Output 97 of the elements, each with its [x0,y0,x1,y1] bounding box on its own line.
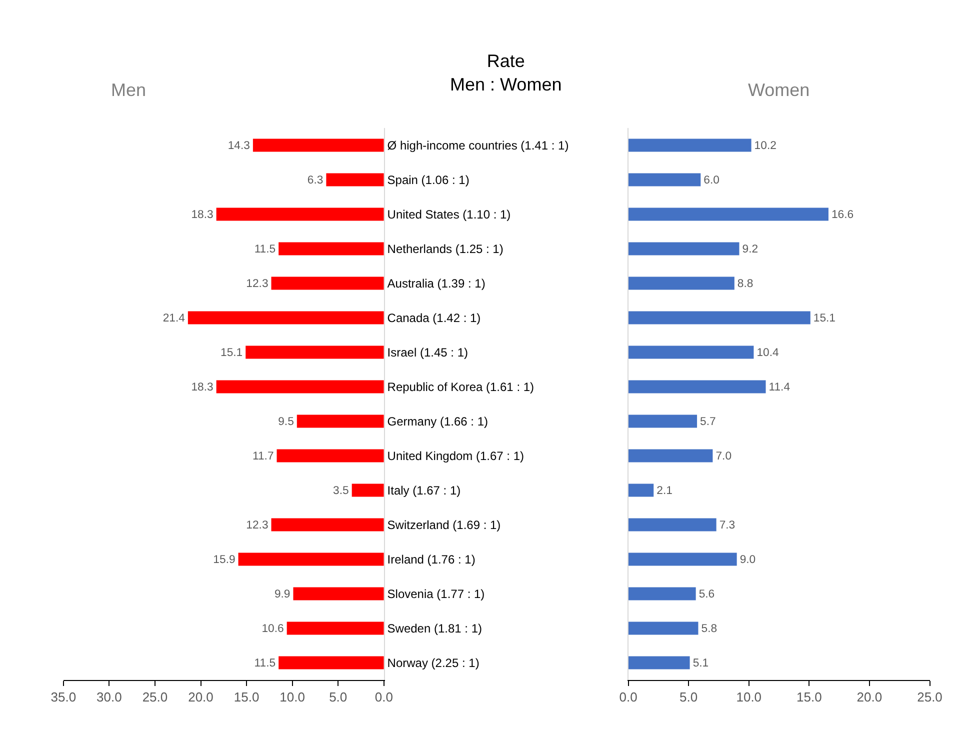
data-label: 9.0 [740,554,756,566]
data-label: 5.7 [700,416,716,428]
bar [271,518,384,532]
bar [628,242,740,256]
y-tick-label: United Kingdom (1.67 : 1) [387,448,524,463]
bar [628,276,734,290]
data-label: 15.1 [220,347,243,360]
bar [296,414,384,428]
data-label: 9.9 [274,588,290,601]
bar [216,208,384,221]
data-label: 16.6 [831,209,854,222]
data-label: 9.2 [742,244,758,256]
bar [246,346,384,359]
bar [628,656,690,670]
data-label: 5.6 [698,588,715,601]
data-label: 9.5 [278,416,294,428]
data-label: 11.4 [768,382,790,394]
data-label: 5.1 [692,658,709,670]
data-label: 11.5 [254,658,276,670]
y-tick-label: Israel (1.45 : 1) [387,345,468,360]
bar [326,173,384,186]
x-tick-label: 5.0 [329,690,348,705]
data-label: 8.8 [737,278,754,290]
bar [252,138,384,152]
y-tick-label: Germany (1.66 : 1) [387,414,488,428]
bar [238,552,384,566]
data-label: 18.3 [191,209,214,222]
data-label: 5.8 [701,623,718,636]
data-label: 15.1 [813,312,836,325]
y-tick-label: Norway (2.25 : 1) [387,656,480,670]
bar [628,173,701,186]
bar [628,622,698,635]
x-tick-label: 0.0 [374,690,393,705]
bar [286,622,384,635]
bar [628,484,654,497]
x-tick-label: 35.0 [50,690,76,705]
y-tick-label: Australia (1.39 : 1) [387,276,486,290]
data-label: 11.5 [254,244,276,256]
data-label: 6.0 [704,174,720,187]
bar [293,587,384,600]
y-tick-label: Ø high-income countries (1.41 : 1) [387,138,569,152]
x-tick-label: 10.0 [736,690,762,705]
bar [276,449,384,462]
x-tick-label: 20.0 [188,690,214,705]
bar [628,346,754,359]
y-axis-title: Rate Men : Women [450,51,562,94]
data-label: 7.3 [719,520,736,532]
data-label: 10.4 [756,347,779,360]
data-label: 7.0 [716,450,732,463]
x-tick-label: 15.0 [234,690,260,705]
y-tick-label: Switzerland (1.69 : 1) [387,518,501,532]
x-tick-label: 5.0 [680,690,698,705]
data-label: 18.3 [191,382,214,394]
y-tick-label: Canada (1.42 : 1) [387,310,481,325]
bar [628,587,696,600]
data-label: 6.3 [307,174,324,187]
bar [216,380,384,394]
data-label: 2.1 [656,485,672,498]
bar [628,552,737,566]
x-tick-label: 25.0 [142,690,168,705]
y-tick-label: Sweden (1.81 : 1) [387,621,482,636]
y-tick-label: Netherlands (1.25 : 1) [387,242,504,256]
bar [628,414,698,428]
y-tick-label: Ireland (1.76 : 1) [387,552,476,566]
data-label: 15.9 [213,554,236,566]
bar [352,484,384,497]
data-label: 14.3 [228,140,250,152]
bar [628,518,716,532]
bar [188,311,384,324]
data-label: 12.3 [246,278,268,290]
bar [628,138,752,152]
data-label: 3.5 [333,485,349,498]
x-tick-label: 10.0 [280,690,305,705]
x-tick-label: 30.0 [96,690,122,705]
data-label: 10.6 [262,623,284,636]
y-tick-label: Spain (1.06 : 1) [387,172,470,187]
chart-title: Men [111,80,146,100]
x-tick-label: 0.0 [619,690,638,705]
y-tick-label: Slovenia (1.77 : 1) [387,586,485,601]
bar [628,311,810,324]
data-label: 21.4 [162,312,185,325]
y-tick-label: United States (1.10 : 1) [387,207,511,222]
data-label: 10.2 [754,140,776,152]
bar [628,449,713,462]
bar [628,208,828,221]
y-tick-label: Republic of Korea (1.61 : 1) [387,380,534,394]
bar [278,656,384,670]
chart-title: Women [748,80,810,100]
bar [278,242,384,256]
data-label: 12.3 [246,520,268,532]
x-tick-label: 15.0 [796,690,822,705]
bar [628,380,766,394]
x-tick-label: 20.0 [856,690,882,705]
data-label: 11.7 [252,450,274,463]
x-tick-label: 25.0 [917,690,942,705]
y-tick-label: Italy (1.67 : 1) [387,483,461,498]
bar [271,276,384,290]
